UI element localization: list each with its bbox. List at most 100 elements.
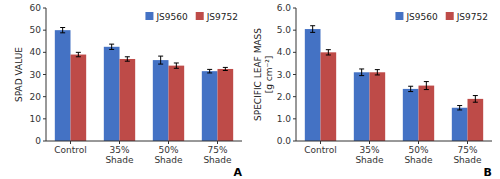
bar (71, 55, 87, 141)
error-bar-stem (127, 57, 128, 61)
error-bar-cap (223, 67, 228, 68)
error-bar (310, 26, 315, 33)
x-tick-label-line: 75% (457, 145, 477, 155)
y-tick-label: 10 (30, 114, 42, 124)
error-bar (375, 70, 380, 75)
bar (169, 66, 185, 141)
legend-item: JS9752 (446, 12, 488, 22)
legend-label: JS9752 (456, 12, 488, 22)
error-bar-cap (207, 69, 212, 70)
error-bar-cap (424, 89, 429, 90)
error-bar-stem (328, 50, 329, 55)
y-tick-label: 3.0 (277, 70, 292, 80)
error-bar-cap (326, 49, 331, 50)
y-tick-label: 0 (35, 136, 41, 146)
x-tick-label-line: 35% (359, 145, 379, 155)
error-bar-cap (158, 64, 163, 65)
x-tick (119, 141, 120, 144)
legend-label: JS9560 (155, 12, 188, 22)
bar (104, 47, 120, 141)
error-bar-stem (361, 69, 362, 76)
legend-swatch (145, 12, 153, 20)
x-tick-label-line: Control (304, 145, 337, 155)
bars (55, 28, 233, 141)
x-tick-label-line: Shade (105, 155, 134, 165)
error-bar-cap (60, 32, 65, 33)
x-tick-label-line: 50% (408, 145, 428, 155)
error-bar-cap (359, 68, 364, 69)
bar (354, 72, 370, 141)
y-tick-label: 1.0 (277, 114, 292, 124)
error-bar-cap (375, 69, 380, 70)
error-bar (76, 52, 81, 56)
y-tick-label: 4.0 (277, 47, 292, 57)
panel-label: B (484, 166, 492, 179)
legend-swatch (196, 12, 204, 20)
y-tick-label: 6.0 (277, 3, 292, 13)
x-axis-line (46, 141, 242, 142)
error-bar-cap (125, 56, 130, 57)
error-bar-cap (109, 49, 114, 50)
error-bar (223, 67, 228, 70)
y-axis-label: SPAD VALUE (14, 47, 24, 102)
error-bar-stem (160, 56, 161, 64)
x-tick-label: Control (304, 145, 337, 155)
legend-item: JS9560 (145, 12, 188, 22)
bar (321, 52, 337, 141)
error-bar-cap (457, 105, 462, 106)
error-bar-cap (375, 74, 380, 75)
x-tick (418, 141, 419, 144)
error-bar (457, 106, 462, 110)
x-tick-label-line: Control (54, 145, 87, 155)
bar (120, 59, 136, 141)
error-bar-stem (377, 70, 378, 75)
legend-swatch (395, 12, 403, 20)
error-bar-stem (62, 28, 63, 33)
figure: 0102030405060SPAD VALUEControl35%Shade50… (0, 0, 500, 179)
error-bar-stem (410, 86, 411, 91)
legend-label: JS9752 (206, 12, 238, 22)
x-tick-label-line: Shade (154, 155, 183, 165)
error-bar-stem (312, 26, 313, 33)
error-bar-cap (174, 68, 179, 69)
error-bar (326, 50, 331, 55)
error-bar-cap (408, 91, 413, 92)
bars (305, 26, 483, 141)
y-axis-label-line: SPECIFIC LEAF MASS (253, 28, 263, 121)
error-bar (207, 69, 212, 73)
x-axis-line (296, 141, 492, 142)
y-axis-line (46, 8, 47, 141)
bar (153, 60, 169, 141)
error-bar-cap (223, 70, 228, 71)
legend-label: JS9560 (405, 12, 438, 22)
bar (370, 72, 386, 141)
bar (419, 86, 435, 141)
x-tick-label: 35%Shade (105, 145, 134, 165)
error-bar (158, 56, 163, 64)
x-tick (369, 141, 370, 144)
bar (452, 108, 468, 141)
error-bar-cap (76, 56, 81, 57)
error-bar-cap (158, 56, 163, 57)
x-tick-label: 75%Shade (453, 145, 482, 165)
bar (202, 71, 218, 141)
x-tick-label: 75%Shade (203, 145, 232, 165)
error-bar-stem (475, 96, 476, 103)
error-bar-stem (426, 82, 427, 90)
error-bar-stem (111, 44, 112, 49)
error-bar-cap (424, 81, 429, 82)
error-bar (408, 86, 413, 91)
error-bar-cap (207, 72, 212, 73)
y-tick-label: 50 (30, 25, 42, 35)
error-bar-cap (473, 95, 478, 96)
x-tick-label-line: 35% (109, 145, 129, 155)
x-tick-label-line: 50% (158, 145, 178, 155)
x-tick-label: 50%Shade (404, 145, 433, 165)
error-bar-cap (473, 102, 478, 103)
panel-label: A (233, 166, 242, 179)
y-tick-label: 5.0 (277, 25, 292, 35)
y-axis-label-line: SPAD VALUE (14, 47, 24, 102)
error-bar-cap (359, 75, 364, 76)
x-tick-label-line: Shade (203, 155, 232, 165)
error-bar-stem (209, 69, 210, 73)
